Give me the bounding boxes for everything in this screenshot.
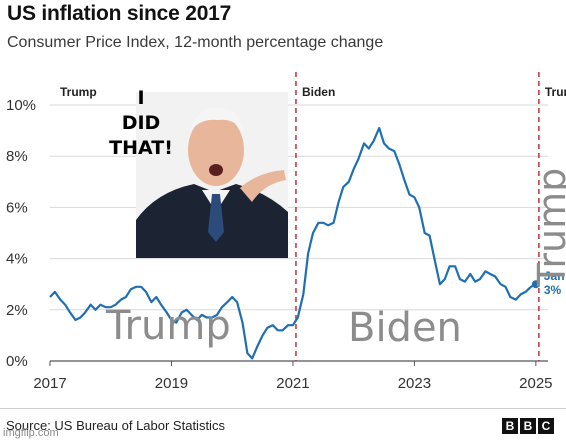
- x-tick-label: 2025: [519, 375, 552, 392]
- x-axis-ticks: 2017 2019 2021 2023 2025: [33, 361, 553, 392]
- y-axis-ticks: 0% 2% 4% 6% 8% 10%: [6, 97, 36, 370]
- man-pointing-photo: [136, 92, 288, 258]
- y-tick-label: 2%: [6, 302, 28, 319]
- logo-letter: B: [502, 418, 518, 434]
- overlay-trump-label: Trump: [106, 303, 231, 349]
- y-tick-label: 6%: [6, 199, 28, 216]
- source-note: Source: US Bureau of Labor Statistics: [6, 418, 225, 433]
- grid-lines: [50, 104, 548, 362]
- overlay-biden-label: Biden: [348, 305, 462, 351]
- caption-line: THAT!: [109, 137, 173, 159]
- logo-letter: C: [538, 418, 554, 434]
- period-label: Biden: [302, 85, 335, 99]
- y-tick-label: 4%: [6, 251, 28, 268]
- x-tick-label: 2021: [276, 375, 309, 392]
- logo-letter: B: [520, 418, 536, 434]
- x-tick-label: 2017: [33, 375, 66, 392]
- x-tick-label: 2023: [398, 375, 431, 392]
- y-tick-label: 0%: [6, 353, 28, 370]
- overlay-trump-vertical-label: Trump: [530, 167, 566, 287]
- latest-data-point: [531, 280, 540, 289]
- imgflip-watermark: imgflip.com: [3, 427, 59, 439]
- period-label: Trump: [545, 85, 566, 99]
- y-tick-label: 8%: [6, 148, 28, 165]
- bbc-logo: B B C: [502, 418, 554, 434]
- footer-divider: [0, 408, 566, 409]
- x-tick-label: 2019: [155, 375, 188, 392]
- end-label-month: Jan: [544, 269, 565, 283]
- y-tick-label: 10%: [6, 97, 36, 114]
- chart-title: US inflation since 2017: [7, 2, 232, 25]
- caption-line: DID: [121, 112, 161, 134]
- chart-subtitle: Consumer Price Index, 12-month percentag…: [7, 34, 384, 51]
- caption-line: I: [137, 87, 145, 109]
- period-label: Trump: [60, 85, 97, 99]
- series-layer: [49, 126, 540, 360]
- period-markers: Trump Biden Trump: [60, 72, 566, 361]
- inflation-series-line: [49, 126, 537, 360]
- meme-caption: I DID THAT!: [92, 86, 190, 161]
- end-label-value: 3%: [544, 283, 562, 297]
